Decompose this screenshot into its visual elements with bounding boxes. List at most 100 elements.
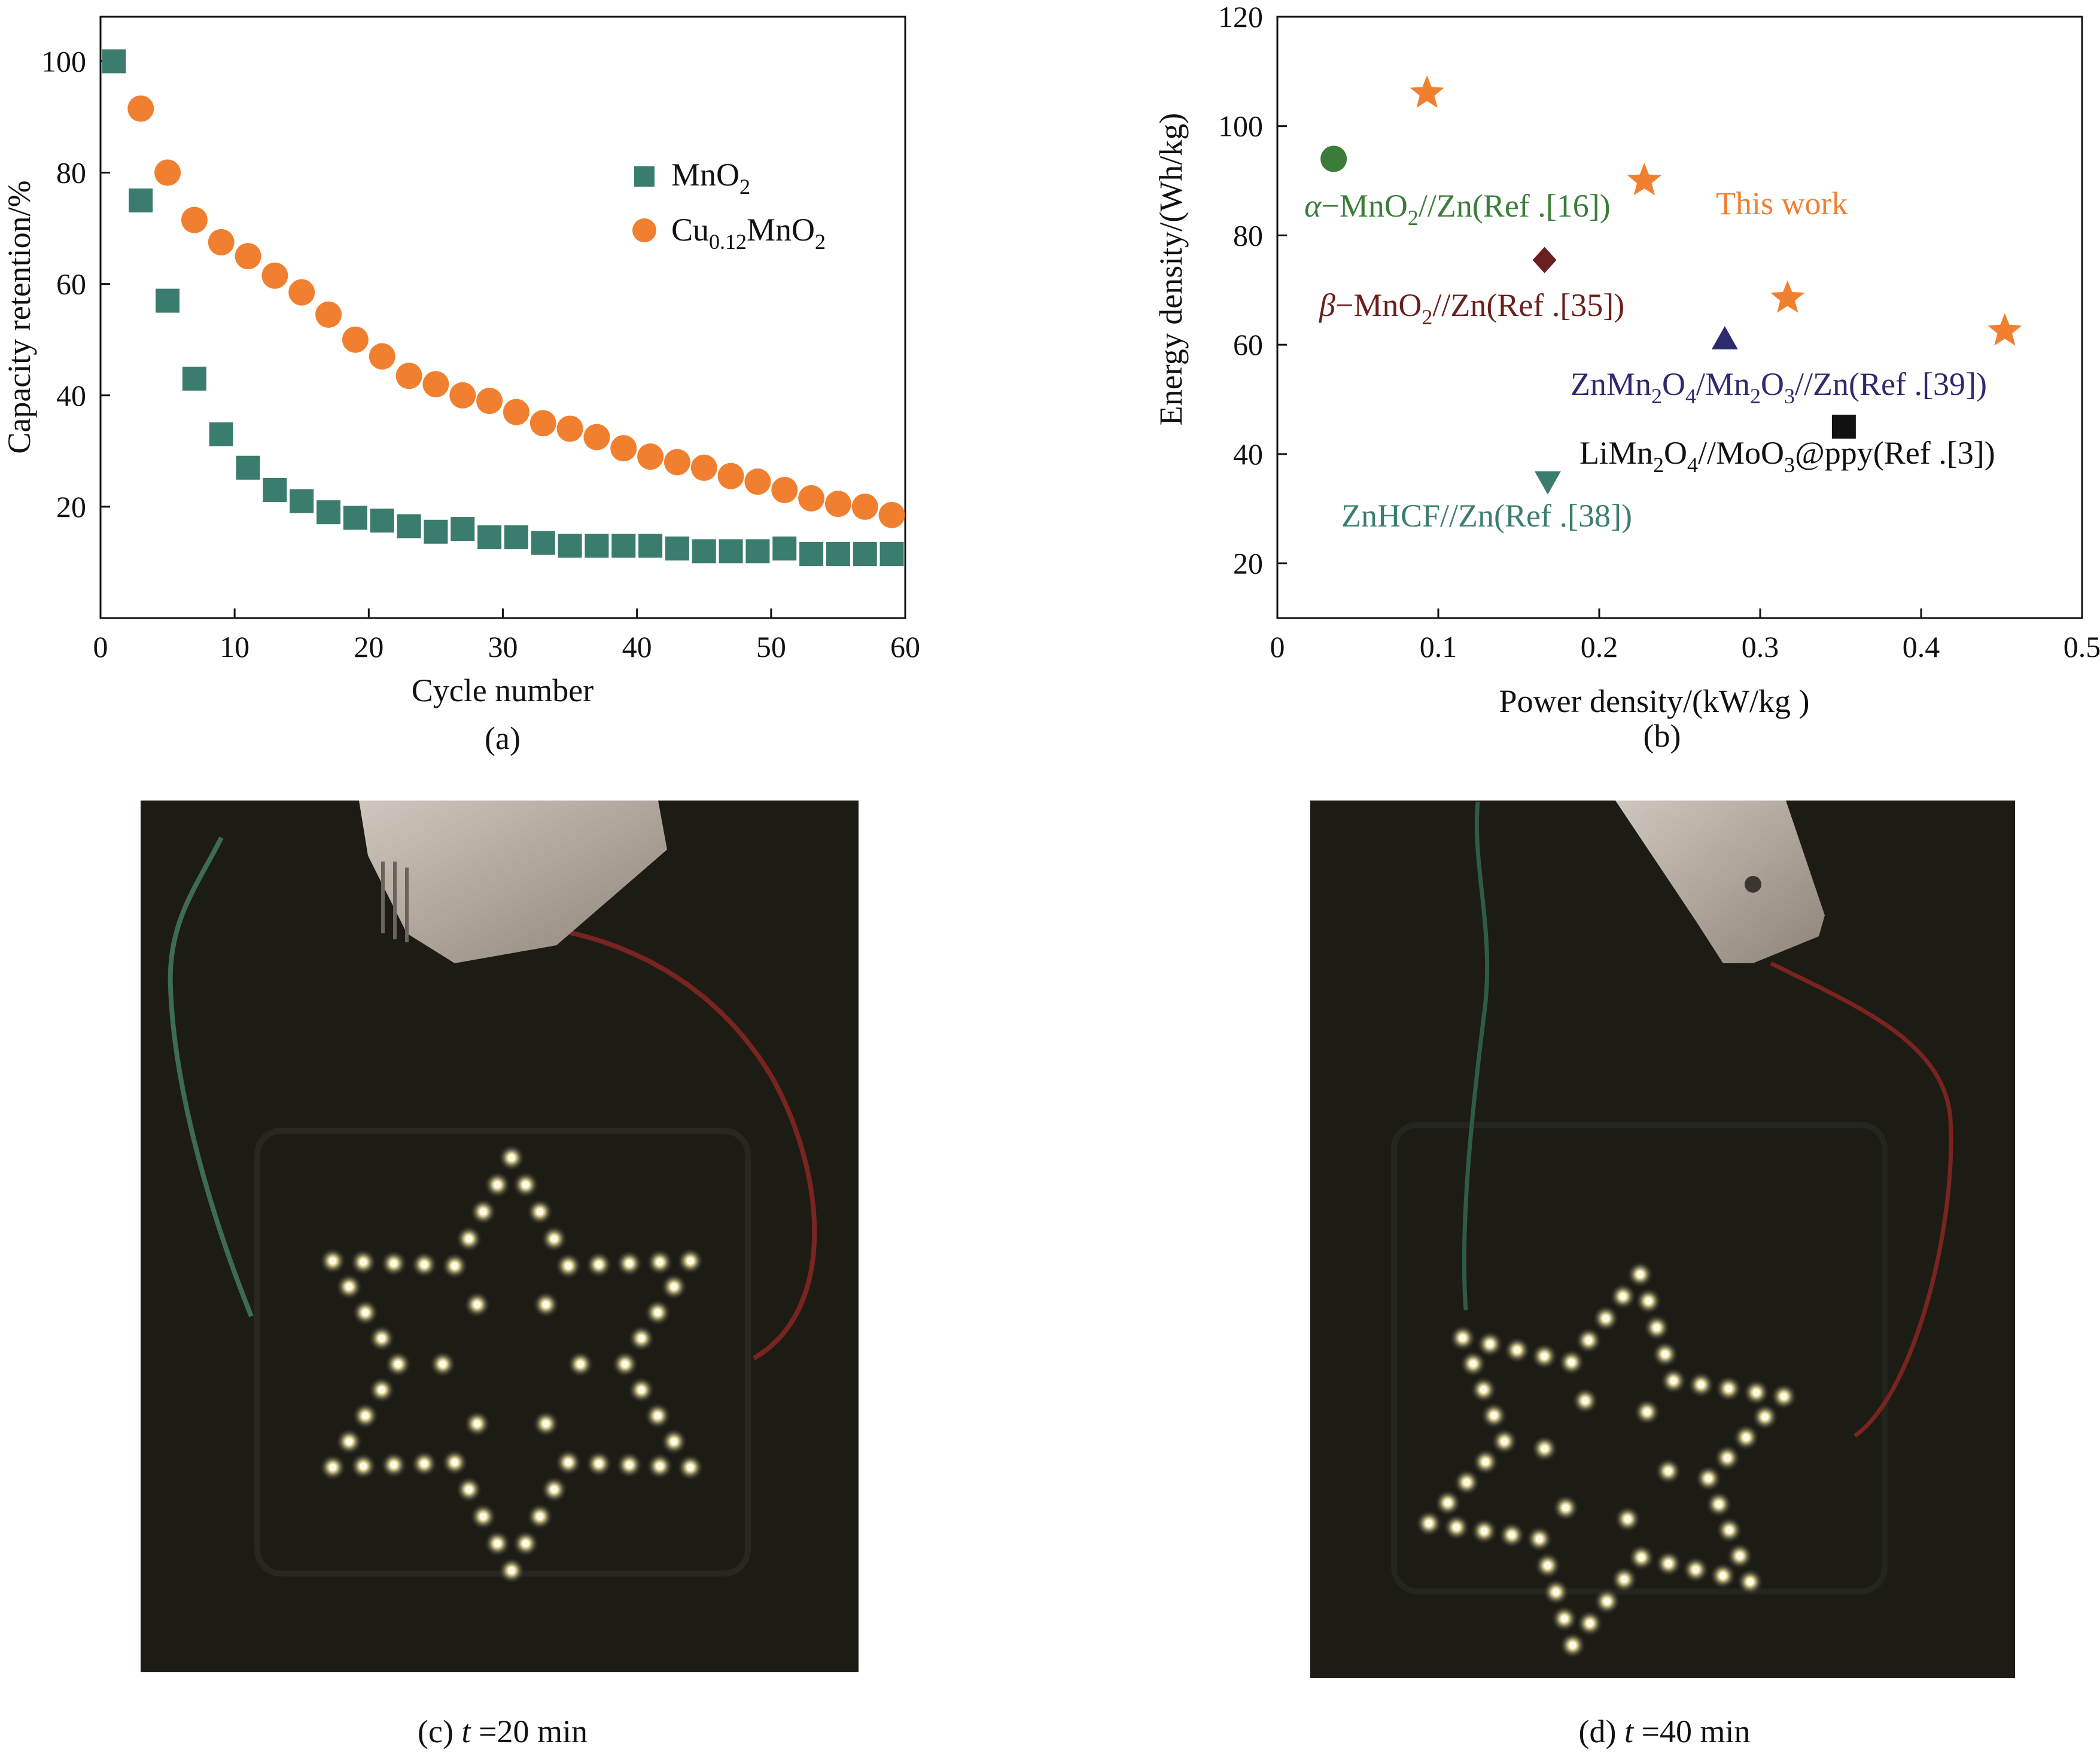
chart-b-x-axis: 0 0.1 0.2 0.3 0.4 0.5	[1270, 608, 2100, 664]
x-tick-label: 60	[890, 630, 920, 664]
led	[625, 1461, 633, 1469]
led	[1453, 1523, 1460, 1531]
led	[1535, 1535, 1543, 1543]
x-tick-label: 0.4	[1903, 630, 1940, 664]
led	[479, 1208, 487, 1216]
led	[550, 1486, 558, 1493]
led	[1486, 1340, 1494, 1348]
photo-c-green-wire	[168, 836, 254, 1317]
led	[1585, 1337, 1593, 1344]
led	[1697, 1381, 1705, 1389]
data-point-cu-mno2	[637, 443, 664, 470]
data-point-cu-mno2	[744, 468, 771, 495]
led	[542, 1420, 550, 1428]
data-point-mno2	[745, 539, 770, 564]
data-point-cu-mno2	[181, 206, 208, 233]
led	[360, 1258, 367, 1266]
led	[465, 1235, 473, 1243]
data-point-mno2	[129, 188, 153, 213]
led	[621, 1361, 629, 1368]
chart-a-legend: MnO2 Cu0.12MnO2	[632, 157, 826, 254]
data-point-cu-mno2	[851, 493, 878, 520]
y-tick-label: 20	[56, 490, 86, 524]
data-point-mno2	[772, 536, 797, 561]
y-tick-label: 60	[56, 267, 86, 301]
data-point-cu-mno2	[690, 454, 717, 481]
data-point-cu-mno2	[610, 435, 637, 462]
y-tick-label: 100	[41, 44, 86, 78]
data-point-mno2	[719, 539, 743, 564]
led	[1463, 1478, 1471, 1486]
x-tick-label: 0.5	[2064, 630, 2100, 664]
annotation-beta-mno2: β−MnO2//Zn(Ref .[35])	[1319, 287, 1624, 329]
chart-b-xlabel: Power density/(kW/kg )	[1499, 683, 1810, 719]
data-point-mno2	[477, 525, 502, 550]
data-point-cu-mno2	[342, 326, 369, 353]
led	[536, 1208, 544, 1216]
led	[1643, 1408, 1651, 1416]
chart-a-points	[102, 49, 905, 566]
led	[1724, 1454, 1731, 1462]
led	[1541, 1352, 1548, 1360]
led	[421, 1261, 428, 1268]
led	[439, 1361, 446, 1368]
led	[508, 1154, 515, 1161]
photo-d-green-wire	[1462, 801, 1490, 1311]
led	[1490, 1411, 1498, 1419]
data-point-mno2	[102, 49, 126, 74]
photo-c-led-star	[319, 1145, 704, 1584]
chart-b-ylabel: Energy density/(Wh/kg)	[1153, 113, 1189, 425]
data-point-mno2	[397, 514, 421, 538]
led	[686, 1463, 694, 1471]
led	[1638, 1554, 1645, 1562]
legend-label-mno2: MnO2	[671, 157, 750, 199]
led	[595, 1261, 602, 1268]
data-point-cu-mno2	[395, 363, 422, 389]
led	[1581, 1397, 1589, 1405]
data-point-cu-mno2	[798, 485, 825, 512]
chart-b-caption: (b)	[1644, 718, 1681, 754]
data-point-triangle-up	[1711, 326, 1738, 350]
led	[1560, 1615, 1568, 1623]
led	[536, 1512, 544, 1520]
data-point-mno2	[504, 525, 528, 550]
x-tick-label: 0	[93, 630, 108, 664]
led	[1602, 1314, 1609, 1322]
led	[1482, 1458, 1489, 1466]
data-point-mno2	[209, 422, 233, 446]
data-point-cu-mno2	[235, 243, 261, 270]
led	[1480, 1527, 1488, 1535]
data-point-mno2	[611, 534, 636, 558]
data-point-mno2	[692, 539, 716, 564]
led	[1544, 1562, 1551, 1569]
led	[638, 1334, 645, 1342]
led	[361, 1412, 369, 1420]
annotation-limn2o4: LiMn2O4//MoO3@ppy(Ref .[3])	[1579, 435, 1995, 477]
chart-b-points	[1320, 75, 2022, 495]
data-point-cu-mno2	[288, 279, 315, 306]
led	[1725, 1526, 1733, 1534]
led	[378, 1334, 385, 1342]
led	[1670, 1377, 1678, 1384]
led	[654, 1412, 662, 1420]
led	[1508, 1531, 1515, 1539]
led	[670, 1438, 678, 1445]
data-point-star	[1410, 75, 1444, 108]
chart-a-x-axis: 0 10 20 30 40 50 60	[93, 608, 920, 664]
led	[564, 1459, 572, 1466]
chart-a-y-axis: 20 40 60 80 100	[41, 44, 110, 524]
led	[473, 1420, 481, 1428]
data-point-mno2	[826, 541, 850, 566]
data-point-mno2	[316, 500, 341, 525]
data-point-star	[1627, 163, 1661, 196]
data-point-mno2	[585, 534, 609, 558]
data-point-cu-mno2	[369, 343, 395, 370]
photo-c-clip-teeth	[381, 862, 409, 942]
led	[473, 1301, 481, 1308]
data-point-triangle-down	[1534, 471, 1561, 495]
led	[329, 1463, 337, 1471]
led	[1725, 1384, 1733, 1392]
legend-marker-cu-mno2	[632, 218, 656, 242]
data-point-star	[1988, 313, 2022, 346]
led	[1513, 1346, 1521, 1354]
